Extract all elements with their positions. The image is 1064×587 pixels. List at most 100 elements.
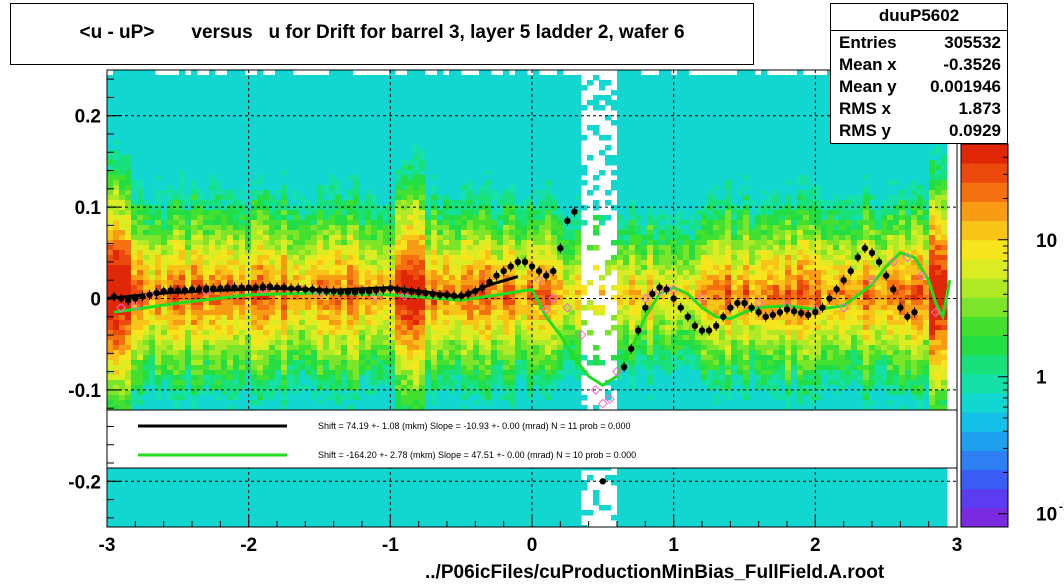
open-marker <box>541 304 552 315</box>
profile-point <box>302 286 309 293</box>
profile-point <box>287 285 295 292</box>
profile-point <box>210 285 217 292</box>
profile-point <box>252 284 259 291</box>
stats-box: duuP5602 Entries 305532 Mean x -0.3526 M… <box>830 3 1008 144</box>
profile-point <box>642 304 649 311</box>
profile-point <box>238 284 245 291</box>
profile-point <box>358 287 366 295</box>
profile-point <box>620 363 628 371</box>
profile-point <box>847 267 854 275</box>
profile-point <box>904 313 911 320</box>
profile-point <box>720 313 727 320</box>
y-tick-label: 0.1 <box>75 198 102 219</box>
x-tick-label: 1 <box>668 535 679 556</box>
open-marker <box>867 275 877 286</box>
source-file-label: ../P06icFiles/cuProductionMinBias_FullFi… <box>425 562 885 583</box>
profile-point <box>649 290 656 298</box>
open-marker <box>902 252 913 263</box>
profile-point <box>457 292 465 299</box>
y-axis: 0.2 0.1 0 -0.1 -0.2 <box>68 78 121 519</box>
profile-point <box>727 304 734 311</box>
profile-point <box>557 245 564 252</box>
profile-point <box>550 267 557 275</box>
x-tick-label: 3 <box>952 535 963 556</box>
z-tick-label: 1 <box>1036 368 1047 389</box>
profile-point <box>387 285 394 292</box>
palette-cell <box>961 316 1008 336</box>
profile-point <box>181 287 189 294</box>
profile-point <box>408 287 415 295</box>
profile-point <box>401 287 408 294</box>
open-marker <box>916 270 927 281</box>
profile-point <box>365 287 373 295</box>
profile-point <box>826 295 833 302</box>
profile-point <box>380 286 387 293</box>
profile-point <box>443 291 451 299</box>
profile-point <box>153 289 160 297</box>
profile-point <box>819 304 826 311</box>
palette-cell <box>961 373 1008 394</box>
stats-row: RMS y 0.0929 <box>839 121 1001 143</box>
stats-value: 1.873 <box>958 99 1001 118</box>
open-marker <box>130 300 141 311</box>
profile-point <box>117 295 125 302</box>
x-tick-label: -3 <box>99 535 116 556</box>
open-marker <box>668 284 679 295</box>
profile-point <box>146 291 153 299</box>
open-marker <box>534 275 545 286</box>
open-marker <box>562 302 573 313</box>
profile-point <box>790 308 798 315</box>
profile-point <box>705 327 713 334</box>
profile-point <box>599 478 607 485</box>
open-marker <box>697 293 707 304</box>
profile-point <box>762 313 769 320</box>
y-tick-label: 0 <box>90 290 101 311</box>
profile-point <box>344 288 352 296</box>
chart-title: <u - uP> versus u for Drift for barrel 3… <box>79 22 685 43</box>
x-tick-label: 2 <box>810 535 821 556</box>
profile-point <box>195 286 203 293</box>
palette-cell <box>961 220 1008 241</box>
open-marker <box>399 290 410 301</box>
open-marker <box>576 330 587 341</box>
fit-series <box>107 206 952 485</box>
x-tick-label: -2 <box>240 535 257 556</box>
palette-cell <box>961 163 1008 183</box>
profile-point <box>436 291 444 299</box>
stats-key: Mean y <box>839 77 897 96</box>
profile-point <box>500 267 507 275</box>
profile-point <box>868 249 876 256</box>
palette-cell <box>961 507 1008 528</box>
palette-cell <box>961 412 1008 432</box>
legend-text: Shift = -164.20 +- 2.78 (mkm) Slope = 47… <box>318 450 636 460</box>
profile-point <box>280 284 288 291</box>
open-marker <box>597 398 608 409</box>
profile-point <box>273 284 281 291</box>
profile-point <box>698 327 706 334</box>
profile-point <box>663 286 670 293</box>
palette-cell <box>961 239 1008 260</box>
stats-row: Entries 305532 <box>839 33 1001 55</box>
stats-key: Entries <box>839 33 897 52</box>
profile-point <box>493 272 500 279</box>
open-marker <box>612 366 622 377</box>
profile-point <box>125 297 132 304</box>
open-marker <box>640 293 651 304</box>
stats-row: RMS x 1.873 <box>839 99 1001 121</box>
stats-key: RMS x <box>839 99 891 118</box>
profile-point <box>295 285 302 292</box>
open-marker <box>604 394 615 404</box>
open-marker <box>930 307 941 318</box>
profile-point <box>245 284 252 291</box>
profile-point <box>224 284 231 291</box>
profile-point <box>202 285 210 292</box>
profile-point <box>564 217 571 225</box>
palette-cell <box>961 144 1008 164</box>
profile-point <box>160 287 167 295</box>
profile-point <box>486 278 493 286</box>
legend-frame <box>106 409 958 469</box>
profile-point <box>479 284 486 291</box>
profile-point <box>507 263 514 270</box>
profile-point <box>670 295 677 302</box>
